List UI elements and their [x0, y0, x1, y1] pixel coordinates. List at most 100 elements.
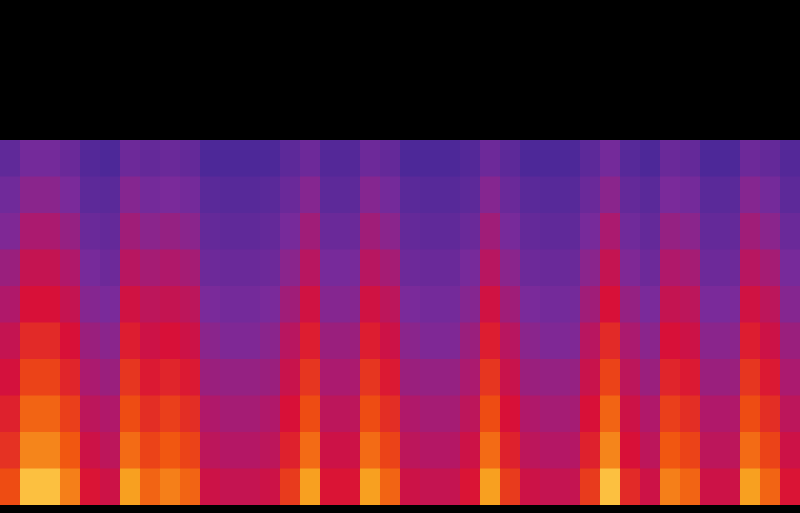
cell: [0, 323, 21, 360]
cell: [720, 286, 741, 323]
cell: [80, 140, 101, 177]
cell: [480, 469, 501, 506]
cell: [520, 286, 541, 323]
cell: [180, 140, 201, 177]
cell: [580, 469, 601, 506]
cell: [680, 432, 701, 469]
cell: [420, 359, 441, 396]
cell: [780, 469, 800, 506]
cell: [480, 140, 501, 177]
cell: [40, 323, 61, 360]
cell: [280, 286, 301, 323]
cell: [600, 396, 621, 433]
cell: [280, 359, 301, 396]
cell: [720, 432, 741, 469]
cell: [20, 323, 41, 360]
cell: [340, 323, 361, 360]
cell: [720, 396, 741, 433]
cell: [660, 323, 681, 360]
cell: [520, 250, 541, 287]
cell: [140, 286, 161, 323]
cell: [340, 469, 361, 506]
cell: [140, 396, 161, 433]
cell: [620, 213, 641, 250]
cell: [60, 250, 81, 287]
cell: [460, 396, 481, 433]
cell: [260, 359, 281, 396]
cell: [340, 396, 361, 433]
cell: [320, 396, 341, 433]
cell: [560, 323, 581, 360]
cell: [300, 469, 321, 506]
cell: [0, 213, 21, 250]
cell: [300, 396, 321, 433]
cell: [560, 396, 581, 433]
cell: [380, 396, 401, 433]
cell: [80, 250, 101, 287]
cell: [420, 286, 441, 323]
cell: [460, 359, 481, 396]
cell: [740, 359, 761, 396]
cell: [620, 250, 641, 287]
cell: [220, 469, 241, 506]
cell: [120, 286, 141, 323]
cell: [380, 469, 401, 506]
cell: [560, 469, 581, 506]
cell: [100, 213, 121, 250]
cell: [0, 250, 21, 287]
cell: [460, 432, 481, 469]
cell: [120, 140, 141, 177]
cell: [120, 250, 141, 287]
cell: [540, 323, 561, 360]
cell: [600, 286, 621, 323]
cell: [580, 359, 601, 396]
cell: [40, 250, 61, 287]
cell: [680, 323, 701, 360]
cell: [140, 469, 161, 506]
cell: [600, 213, 621, 250]
cell: [260, 286, 281, 323]
cell: [700, 213, 721, 250]
cell: [100, 359, 121, 396]
cell: [20, 469, 41, 506]
cell: [440, 140, 461, 177]
cell: [620, 469, 641, 506]
cell: [400, 250, 421, 287]
cell: [100, 396, 121, 433]
cell: [180, 323, 201, 360]
cell: [420, 250, 441, 287]
cell: [560, 432, 581, 469]
cell: [260, 469, 281, 506]
cell: [320, 432, 341, 469]
cell: [440, 396, 461, 433]
cell: [260, 432, 281, 469]
cell: [540, 469, 561, 506]
cell: [740, 177, 761, 214]
cell: [20, 359, 41, 396]
cell: [400, 323, 421, 360]
cell: [680, 140, 701, 177]
cell: [240, 469, 261, 506]
cell: [340, 140, 361, 177]
cell: [200, 213, 221, 250]
cell: [280, 432, 301, 469]
cell: [480, 177, 501, 214]
cells: [0, 140, 800, 505]
cell: [60, 177, 81, 214]
cell: [60, 286, 81, 323]
cell: [520, 177, 541, 214]
cell: [240, 432, 261, 469]
cell: [420, 323, 441, 360]
cell: [100, 432, 121, 469]
cell: [140, 213, 161, 250]
cell: [160, 359, 181, 396]
cell: [40, 432, 61, 469]
cell: [620, 396, 641, 433]
cell: [80, 469, 101, 506]
cell: [0, 432, 21, 469]
cell: [760, 213, 781, 250]
cell: [400, 177, 421, 214]
cell: [680, 469, 701, 506]
cell: [600, 323, 621, 360]
cell: [520, 359, 541, 396]
